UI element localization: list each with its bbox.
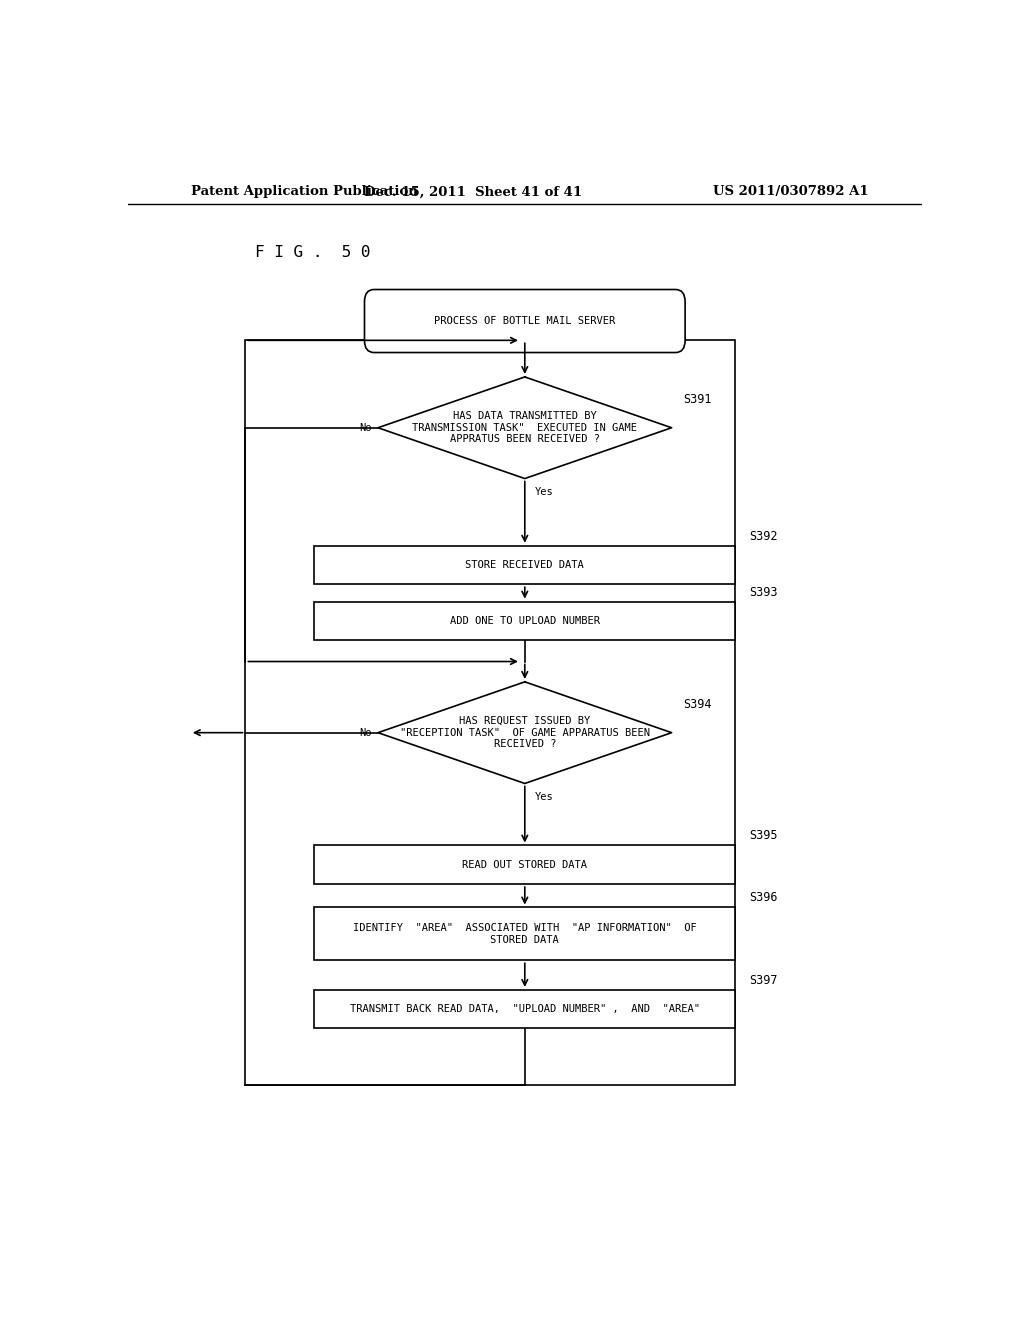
Text: STORE RECEIVED DATA: STORE RECEIVED DATA — [466, 560, 584, 570]
Bar — [314, 545, 735, 585]
Text: TRANSMIT BACK READ DATA,  "UPLOAD NUMBER" ,  AND  "AREA": TRANSMIT BACK READ DATA, "UPLOAD NUMBER"… — [350, 1005, 699, 1014]
Text: HAS REQUEST ISSUED BY
"RECEPTION TASK"  OF GAME APPARATUS BEEN
RECEIVED ?: HAS REQUEST ISSUED BY "RECEPTION TASK" O… — [399, 715, 650, 750]
Bar — [314, 602, 735, 640]
Text: HAS DATA TRANSMITTED BY
TRANSMISSION TASK"  EXECUTED IN GAME
APPRATUS BEEN RECEI: HAS DATA TRANSMITTED BY TRANSMISSION TAS… — [413, 411, 637, 445]
Text: S397: S397 — [750, 974, 778, 987]
Bar — [246, 341, 735, 1085]
Text: F I G .  5 0: F I G . 5 0 — [255, 246, 371, 260]
FancyBboxPatch shape — [365, 289, 685, 352]
Text: Yes: Yes — [535, 487, 553, 496]
Text: Dec. 15, 2011  Sheet 41 of 41: Dec. 15, 2011 Sheet 41 of 41 — [365, 185, 583, 198]
Text: S396: S396 — [750, 891, 778, 904]
Bar — [314, 990, 735, 1028]
Bar — [314, 907, 735, 961]
Text: IDENTIFY  "AREA"  ASSOCIATED WITH  "AP INFORMATION"  OF
STORED DATA: IDENTIFY "AREA" ASSOCIATED WITH "AP INFO… — [353, 923, 696, 945]
Bar — [314, 846, 735, 884]
Text: S395: S395 — [750, 829, 778, 842]
Text: Patent Application Publication: Patent Application Publication — [191, 185, 418, 198]
Text: Yes: Yes — [535, 792, 553, 801]
Text: S392: S392 — [750, 529, 778, 543]
Text: No: No — [359, 727, 372, 738]
Text: S391: S391 — [684, 393, 712, 407]
Text: S394: S394 — [684, 698, 712, 711]
Text: No: No — [359, 422, 372, 433]
Text: S393: S393 — [750, 586, 778, 598]
Text: ADD ONE TO UPLOAD NUMBER: ADD ONE TO UPLOAD NUMBER — [450, 616, 600, 626]
Text: READ OUT STORED DATA: READ OUT STORED DATA — [462, 859, 588, 870]
Text: US 2011/0307892 A1: US 2011/0307892 A1 — [713, 185, 868, 198]
Text: PROCESS OF BOTTLE MAIL SERVER: PROCESS OF BOTTLE MAIL SERVER — [434, 315, 615, 326]
